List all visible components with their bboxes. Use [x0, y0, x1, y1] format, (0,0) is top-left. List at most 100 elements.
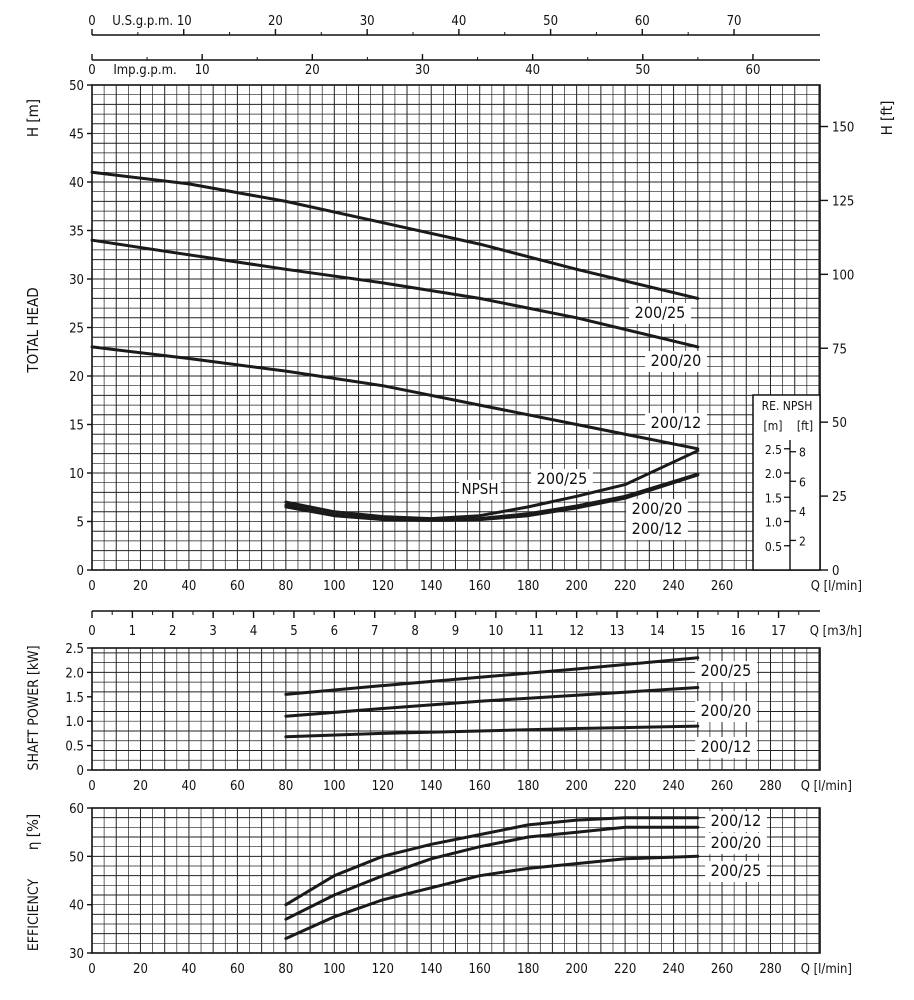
usgpm-tick-label: 70	[727, 14, 742, 29]
power-curve-200-25	[284, 656, 700, 696]
npsh-series-label-bg	[531, 469, 593, 490]
power-xlabel: Q [l/min]	[801, 779, 852, 794]
eff-xtick-label: 120	[372, 962, 394, 977]
power-xtick-label: 100	[323, 779, 345, 794]
m3h-tick-label: 17	[771, 624, 786, 639]
m3h-tick-label: 16	[731, 624, 746, 639]
impgpm-tick-label: 50	[635, 63, 650, 78]
head-xtick-label: 120	[372, 579, 394, 594]
power-ylabel: SHAFT POWER [kW]	[26, 645, 42, 770]
npsh-label: NPSH	[462, 480, 499, 498]
head-curve-200-20	[90, 238, 700, 349]
npsh-inset: RE. NPSH [m] [ft] 0.5 1.0 1.5 2.0 2.5 2 4 6 8	[752, 394, 821, 571]
m3h-tick-label: 6	[331, 624, 338, 639]
usgpm-tick-label: 40	[451, 14, 466, 29]
power-xtick-label: 200	[565, 779, 587, 794]
eff-series-label-bg	[705, 811, 767, 832]
head-curve-200-12	[90, 345, 700, 451]
eff-xtick-label: 260	[711, 962, 733, 977]
head-ft-tick-label: 50	[832, 416, 847, 431]
head-ytick-label: 30	[69, 273, 84, 288]
m3h-tick-label: 12	[569, 624, 584, 639]
head-ytick-label: 20	[69, 370, 84, 385]
eff-xtick-label: 160	[469, 962, 491, 977]
power-ytick-label: 1.5	[65, 691, 84, 706]
head-ytick-label: 10	[69, 467, 84, 482]
eff-curve-200-12	[284, 816, 700, 907]
npsh-inset-ft-label: 2	[799, 534, 806, 548]
npsh-inset-m-label: 2.5	[765, 443, 782, 457]
head-ft-label: H [ft]	[878, 101, 896, 136]
m3h-tick-label: 5	[290, 624, 297, 639]
head-ylabel: TOTAL HEAD	[24, 287, 42, 373]
eff-xtick-label: 180	[517, 962, 539, 977]
head-yunit: H [m]	[24, 99, 42, 137]
head-ytick-label: 35	[69, 225, 84, 240]
power-ytick-label: 2.0	[65, 666, 84, 681]
power-xtick-label: 60	[230, 779, 245, 794]
eff-series-label: 200/20	[711, 833, 762, 852]
eff-curve-200-20	[284, 825, 700, 921]
eff-ytick-label: 40	[69, 899, 84, 914]
npsh-inset-ft-label: 6	[799, 475, 806, 489]
power-series-label-bg	[695, 661, 757, 682]
eff-series-label: 200/12	[711, 811, 762, 830]
m3h-tick-label: 15	[690, 624, 705, 639]
eff-ytick-label: 60	[69, 802, 84, 817]
m3h-tick-label: 8	[411, 624, 418, 639]
npsh-inset-unit-m: [m]	[764, 419, 783, 433]
power-xtick-label: 240	[662, 779, 684, 794]
usgpm-tick-label: 50	[543, 14, 558, 29]
m3h-tick-label: 0	[88, 624, 95, 639]
power-xtick-label: 280	[759, 779, 781, 794]
head-ytick-label: 45	[69, 128, 84, 143]
npsh-series-label: 200/25	[537, 469, 588, 488]
power-xtick-label: 140	[420, 779, 442, 794]
impgpm-tick-label: 30	[415, 63, 430, 78]
npsh-inset-title: RE. NPSH	[762, 399, 813, 413]
npsh-label-bg	[459, 480, 501, 500]
head-xtick-label: 260	[711, 579, 733, 594]
head-ytick-label: 5	[77, 516, 84, 531]
power-curve-200-12	[284, 724, 700, 739]
head-ft-tick-label: 125	[832, 194, 854, 209]
flow-m3h-axis: 0 1 2 3 4 5 6 7 8 9 10 11 12 13 14 15 16 17 Q [m3/h]	[88, 610, 862, 639]
m3h-tick-label: 3	[209, 624, 216, 639]
eff-series-label: 200/25	[711, 861, 762, 880]
head-xtick-label: 220	[614, 579, 636, 594]
head-xtick-label: 240	[662, 579, 684, 594]
head-xtick-label: 20	[133, 579, 148, 594]
npsh-curve-200-25	[284, 449, 700, 521]
head-xtick-label: 180	[517, 579, 539, 594]
m3h-tick-label: 14	[650, 624, 665, 639]
power-xtick-label: 220	[614, 779, 636, 794]
head-panel: 0 20 30 40 50 60 70U.S.g.p.m. 100 10 20 30 40 50 60I…	[24, 14, 896, 594]
head-xlabel: Q [l/min]	[811, 579, 862, 594]
eff-xtick-label: 80	[278, 962, 293, 977]
eff-xtick-label: 60	[230, 962, 245, 977]
impgpm-tick-label: 40	[525, 63, 540, 78]
power-panel: 0 0.5 1.0 1.5 2.0 2.5 0 20 40 60 80 100 120 140 160 180…	[26, 642, 852, 794]
head-series-label: 200/25	[635, 303, 686, 322]
head-ytick-label: 40	[69, 176, 84, 191]
head-ft-tick-label: 75	[832, 342, 847, 357]
head-ytick-label: 25	[69, 322, 84, 337]
head-xtick-label: 80	[278, 579, 293, 594]
impgpm-axis-label: Imp.g.p.m.	[113, 63, 176, 78]
power-xtick-label: 40	[181, 779, 196, 794]
head-xtick-label: 200	[565, 579, 587, 594]
eff-xtick-label: 200	[565, 962, 587, 977]
npsh-series-label-bg	[626, 519, 688, 540]
eff-ytick-label: 30	[69, 947, 84, 962]
power-xtick-label: 20	[133, 779, 148, 794]
usgpm-tick-label: 60	[635, 14, 650, 29]
head-ft-tick-label: 0	[832, 564, 839, 579]
npsh-inset-m-label: 1.5	[765, 491, 782, 505]
m3h-tick-label: 10	[488, 624, 503, 639]
m3h-tick-label: 7	[371, 624, 378, 639]
eff-yunit: η [%]	[24, 814, 42, 850]
eff-ytick-label: 50	[69, 850, 84, 865]
npsh-inset-ft-label: 4	[799, 505, 806, 519]
head-ytick-label: 0	[77, 564, 84, 579]
